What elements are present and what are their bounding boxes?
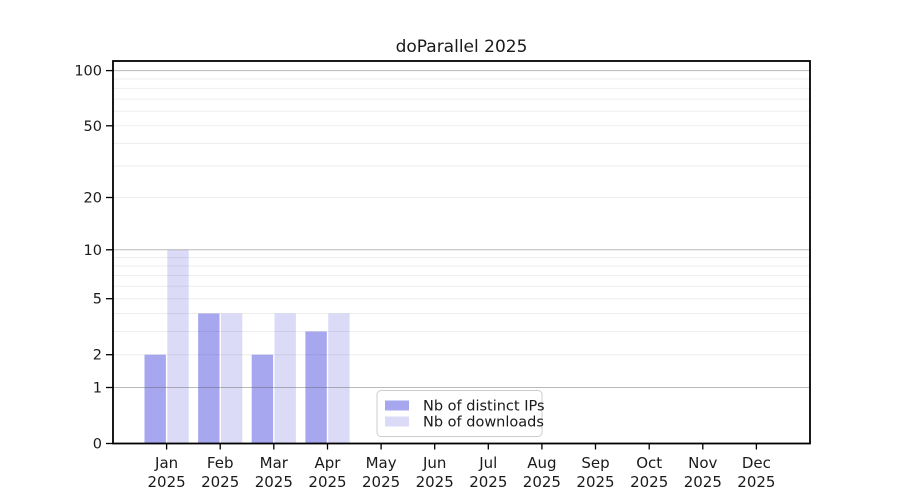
axes-spines	[112, 60, 811, 445]
x-tick-label-month: Feb	[207, 454, 234, 472]
x-tick-label-year: 2025	[737, 473, 775, 491]
legend-label-downloads: Nb of downloads	[423, 415, 544, 431]
y-tick-label: 0	[93, 437, 102, 453]
bar-distinct-ips-mar	[251, 354, 274, 444]
legend: Nb of distinct IPs Nb of downloads	[376, 390, 545, 437]
y-axis-labels: 0 1 2 5 10 20 50 100	[74, 64, 102, 453]
x-axis-labels: Jan2025Feb2025Mar2025Apr2025May2025Jun20…	[148, 454, 776, 491]
legend-swatch-distinct-ips	[385, 400, 409, 411]
x-tick-label-year: 2025	[148, 473, 186, 491]
y-tick-label: 20	[84, 191, 102, 207]
x-tick-label-month: Mar	[260, 454, 289, 472]
y-tick-label: 100	[74, 64, 102, 80]
legend-box	[376, 390, 543, 437]
bar-downloads-jan	[167, 249, 189, 444]
x-tick-label-year: 2025	[469, 473, 507, 491]
y-tick-label: 2	[93, 348, 102, 364]
x-tick-label-year: 2025	[255, 473, 293, 491]
x-tick-label-year: 2025	[362, 473, 400, 491]
x-tick-label-month: Oct	[636, 454, 662, 472]
legend-label-distinct-ips: Nb of distinct IPs	[423, 399, 545, 415]
x-tick-label-month: Sep	[581, 454, 609, 472]
x-tick-label-year: 2025	[201, 473, 239, 491]
bar-downloads-mar	[274, 313, 296, 444]
x-tick-label-year: 2025	[576, 473, 614, 491]
y-tick-label: 50	[84, 119, 102, 135]
axis-ticks	[106, 69, 758, 450]
x-tick-label-month: Jul	[478, 454, 497, 472]
gridlines-layer	[113, 70, 810, 388]
y-tick-label: 1	[93, 381, 102, 397]
chart-title: doParallel 2025	[396, 37, 528, 57]
bar-distinct-ips-jan	[144, 354, 166, 444]
x-tick-label-year: 2025	[308, 473, 346, 491]
bar-downloads-apr	[328, 313, 350, 444]
bar-downloads-feb	[220, 313, 243, 444]
x-tick-label-month: May	[366, 454, 397, 472]
x-tick-label-month: Aug	[527, 454, 556, 472]
x-tick-label-year: 2025	[684, 473, 722, 491]
plot-border	[112, 60, 811, 445]
x-tick-label-month: Nov	[688, 454, 717, 472]
y-tick-label: 5	[93, 292, 102, 308]
x-tick-label-month: Jan	[154, 454, 178, 472]
x-tick-label-year: 2025	[416, 473, 454, 491]
x-tick-label-month: Dec	[742, 454, 771, 472]
x-tick-label-month: Jun	[422, 454, 446, 472]
bar-distinct-ips-feb	[198, 313, 220, 444]
y-tick-label: 10	[84, 243, 102, 259]
x-tick-label-year: 2025	[630, 473, 668, 491]
x-tick-label-month: Apr	[315, 454, 342, 472]
x-tick-label-year: 2025	[523, 473, 561, 491]
bar-distinct-ips-apr	[305, 331, 327, 444]
bars-layer	[144, 249, 350, 444]
legend-swatch-downloads	[385, 416, 409, 427]
